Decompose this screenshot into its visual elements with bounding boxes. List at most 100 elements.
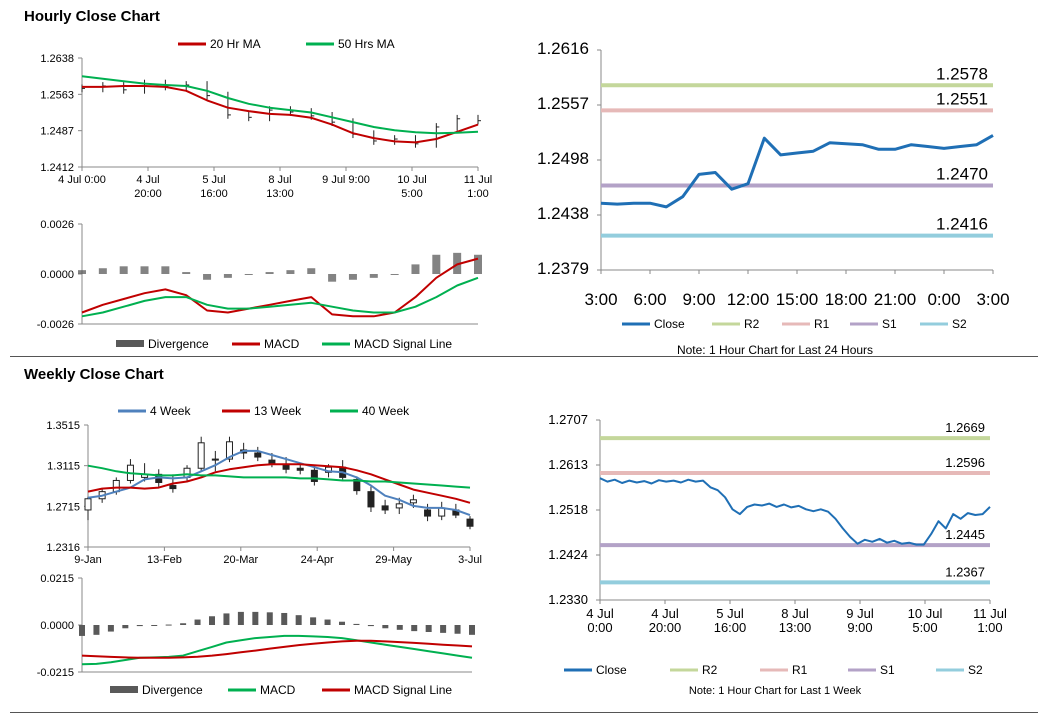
hourly-price-xtick-label: 1:00: [467, 188, 488, 200]
hourly-price-xtick-label: 10 Jul: [397, 174, 426, 186]
weekly-price-xtick-label: 20-Mar: [223, 554, 258, 566]
hourly-section-title: Hourly Close Chart: [24, 8, 160, 25]
legend-weekly-macd-label: MACD: [260, 683, 296, 697]
legend-24h-s1-label: S1: [882, 317, 897, 331]
hourly-24h-note: Note: 1 Hour Chart for Last 24 Hours: [677, 343, 873, 357]
hourly-divergence-bar: [328, 274, 337, 282]
weekly-candle-body: [197, 442, 205, 469]
weekly-candle-body: [282, 464, 290, 470]
hourly-24h-xtick-label: 0:00: [927, 290, 960, 309]
weekly-divergence-bar: [194, 619, 201, 625]
weekly-price-xtick-label: 13-Feb: [147, 554, 182, 566]
hourly-price-ytick-label: 1.2638: [40, 53, 74, 65]
hourly-divergence-bar: [244, 274, 253, 275]
weekly-macd-line: [81, 634, 473, 666]
weekly-candle-body: [424, 509, 432, 517]
hourly-signal-line: [81, 276, 479, 318]
hourly-24h-ytick-label: 1.2557: [537, 94, 589, 113]
hourly-divergence-bar: [203, 274, 212, 280]
legend-weekly-divergence-swatch: [110, 686, 138, 693]
weekly-week-close-line: [599, 477, 991, 546]
weekly-signal-line: [81, 639, 473, 659]
legend-week-s1-label: S1: [880, 663, 895, 677]
weekly-week-level-label-s2: 1.2367: [945, 564, 985, 579]
hourly-24h-xtick-label: 21:00: [874, 290, 917, 309]
weekly-week-xtick-label: 10 Jul: [908, 606, 943, 621]
hourly-price-xtick-label: 8 Jul: [268, 174, 291, 186]
ma4-line: [87, 449, 471, 517]
weekly-price-xtick-label: 3-Jul: [458, 554, 482, 566]
hourly-macd-ytick-label: 0.0000: [40, 269, 74, 281]
weekly-week-xtick-label: 1:00: [977, 620, 1002, 635]
hourly-divergence-bar: [119, 266, 128, 274]
weekly-week-xtick-label: 4 Jul: [651, 606, 679, 621]
hourly-24h-ytick-label: 1.2438: [537, 204, 589, 223]
hourly-macd-ytick-label: 0.0026: [40, 219, 74, 231]
weekly-divergence-bar: [353, 623, 360, 625]
hourly-divergence-bar: [98, 268, 107, 274]
weekly-candle-body: [395, 503, 403, 509]
weekly-divergence-bar: [93, 625, 100, 635]
section-divider: [10, 356, 1038, 357]
legend-24h-s2-label: S2: [952, 317, 967, 331]
hourly-divergence-bar: [432, 254, 441, 274]
weekly-week-xtick-label: 5 Jul: [716, 606, 744, 621]
weekly-macd-ytick-label: 0.0000: [40, 620, 74, 632]
hourly-price-xtick-label: 16:00: [200, 188, 228, 200]
legend-20hr-ma-label: 20 Hr MA: [210, 37, 261, 51]
weekly-candle-body: [84, 498, 92, 511]
bottom-divider: [10, 712, 1038, 713]
hourly-divergence-bar: [390, 274, 399, 275]
weekly-week-xtick-label: 11 Jul: [973, 606, 1007, 621]
weekly-candle-body: [367, 491, 375, 508]
hourly-24h-level-label-r1: 1.2551: [936, 89, 988, 108]
weekly-week-ytick-label: 1.2707: [548, 412, 588, 427]
weekly-divergence-bar: [440, 625, 447, 633]
hourly-price-xtick-label: 9 Jul 9:00: [322, 174, 370, 186]
weekly-divergence-bar: [79, 625, 85, 636]
weekly-week-xtick-label: 20:00: [649, 620, 682, 635]
weekly-price-xtick-label: 9-Jan: [74, 554, 102, 566]
hourly-24h-xtick-label: 3:00: [976, 290, 1009, 309]
hourly-24h-xtick-label: 12:00: [727, 290, 770, 309]
ma20-line: [82, 85, 479, 144]
hourly-24h-xtick-label: 6:00: [633, 290, 666, 309]
hourly-divergence-bar: [307, 268, 316, 274]
legend-weekly-signal-label: MACD Signal Line: [354, 683, 452, 697]
weekly-candle-body: [254, 452, 262, 458]
weekly-week-note: Note: 1 Hour Chart for Last 1 Week: [689, 685, 862, 697]
weekly-macd-ytick-label: -0.0215: [37, 667, 74, 679]
weekly-price-xtick-label: 24-Apr: [301, 554, 334, 566]
legend-24h-r2-label: R2: [744, 317, 760, 331]
hourly-divergence-bar: [348, 274, 357, 280]
weekly-price-xtick-label: 29-May: [375, 554, 412, 566]
legend-week-r1-label: R1: [792, 663, 808, 677]
ma13-line: [87, 463, 471, 504]
legend-13-week-label: 13 Week: [254, 404, 302, 418]
hourly-24h-level-label-s1: 1.2470: [936, 165, 988, 184]
hourly-24h-xtick-label: 9:00: [682, 290, 715, 309]
weekly-divergence-bar: [396, 625, 403, 630]
hourly-divergence-bar: [78, 270, 86, 274]
hourly-price-xtick-label: 5 Jul: [202, 174, 225, 186]
weekly-week-ytick-label: 1.2518: [548, 502, 588, 517]
weekly-macd-ytick-label: 0.0215: [40, 573, 74, 585]
weekly-price-ytick-label: 1.3115: [47, 461, 80, 473]
hourly-divergence-bar: [286, 270, 295, 274]
weekly-candle-body: [409, 499, 417, 504]
hourly-24h-ytick-label: 1.2498: [537, 149, 589, 168]
weekly-divergence-bar: [382, 625, 389, 629]
legend-24h-close-label: Close: [654, 317, 685, 331]
weekly-divergence-bar: [209, 616, 215, 625]
legend-24h-r1-label: R1: [814, 317, 830, 331]
hourly-price-ytick-label: 1.2563: [40, 89, 74, 101]
weekly-divergence-bar: [425, 625, 432, 632]
legend-hourly-macd-label: MACD: [264, 337, 300, 351]
hourly-divergence-bar: [223, 274, 232, 278]
legend-hourly-divergence-label: Divergence: [148, 337, 209, 351]
weekly-week-xtick-label: 16:00: [714, 620, 747, 635]
legend-week-s2-label: S2: [968, 663, 983, 677]
hourly-price-xtick-label: 11 Jul: [464, 174, 493, 186]
hourly-divergence-bar: [161, 266, 170, 274]
hourly-price-xtick-label: 20:00: [134, 188, 162, 200]
